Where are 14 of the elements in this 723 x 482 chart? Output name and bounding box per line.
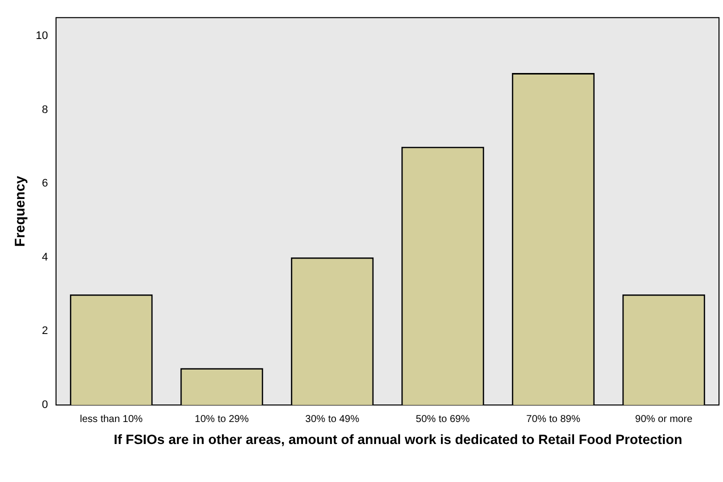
y-tick-label: 6 [42,178,48,190]
y-tick-label: 8 [42,104,48,116]
x-tick-label: 30% to 49% [305,414,360,425]
x-tick-label: less than 10% [80,414,143,425]
y-tick-label: 2 [42,325,48,338]
x-tick-label: 70% to 89% [526,414,580,425]
y-tick-label: 4 [42,251,48,264]
x-tick-label: 90% or more [635,414,693,425]
y-tick-label: 0 [42,399,48,412]
y-axis-title: Frequency [11,176,28,247]
x-tick-label: 50% to 69% [416,414,470,425]
x-tick-label: 10% to 29% [194,414,249,425]
y-tick-label: 10 [36,30,48,42]
x-axis-title: If FSIOs are in other areas, amount of annual work is dedicated to Retail Food Protection [112,432,684,447]
